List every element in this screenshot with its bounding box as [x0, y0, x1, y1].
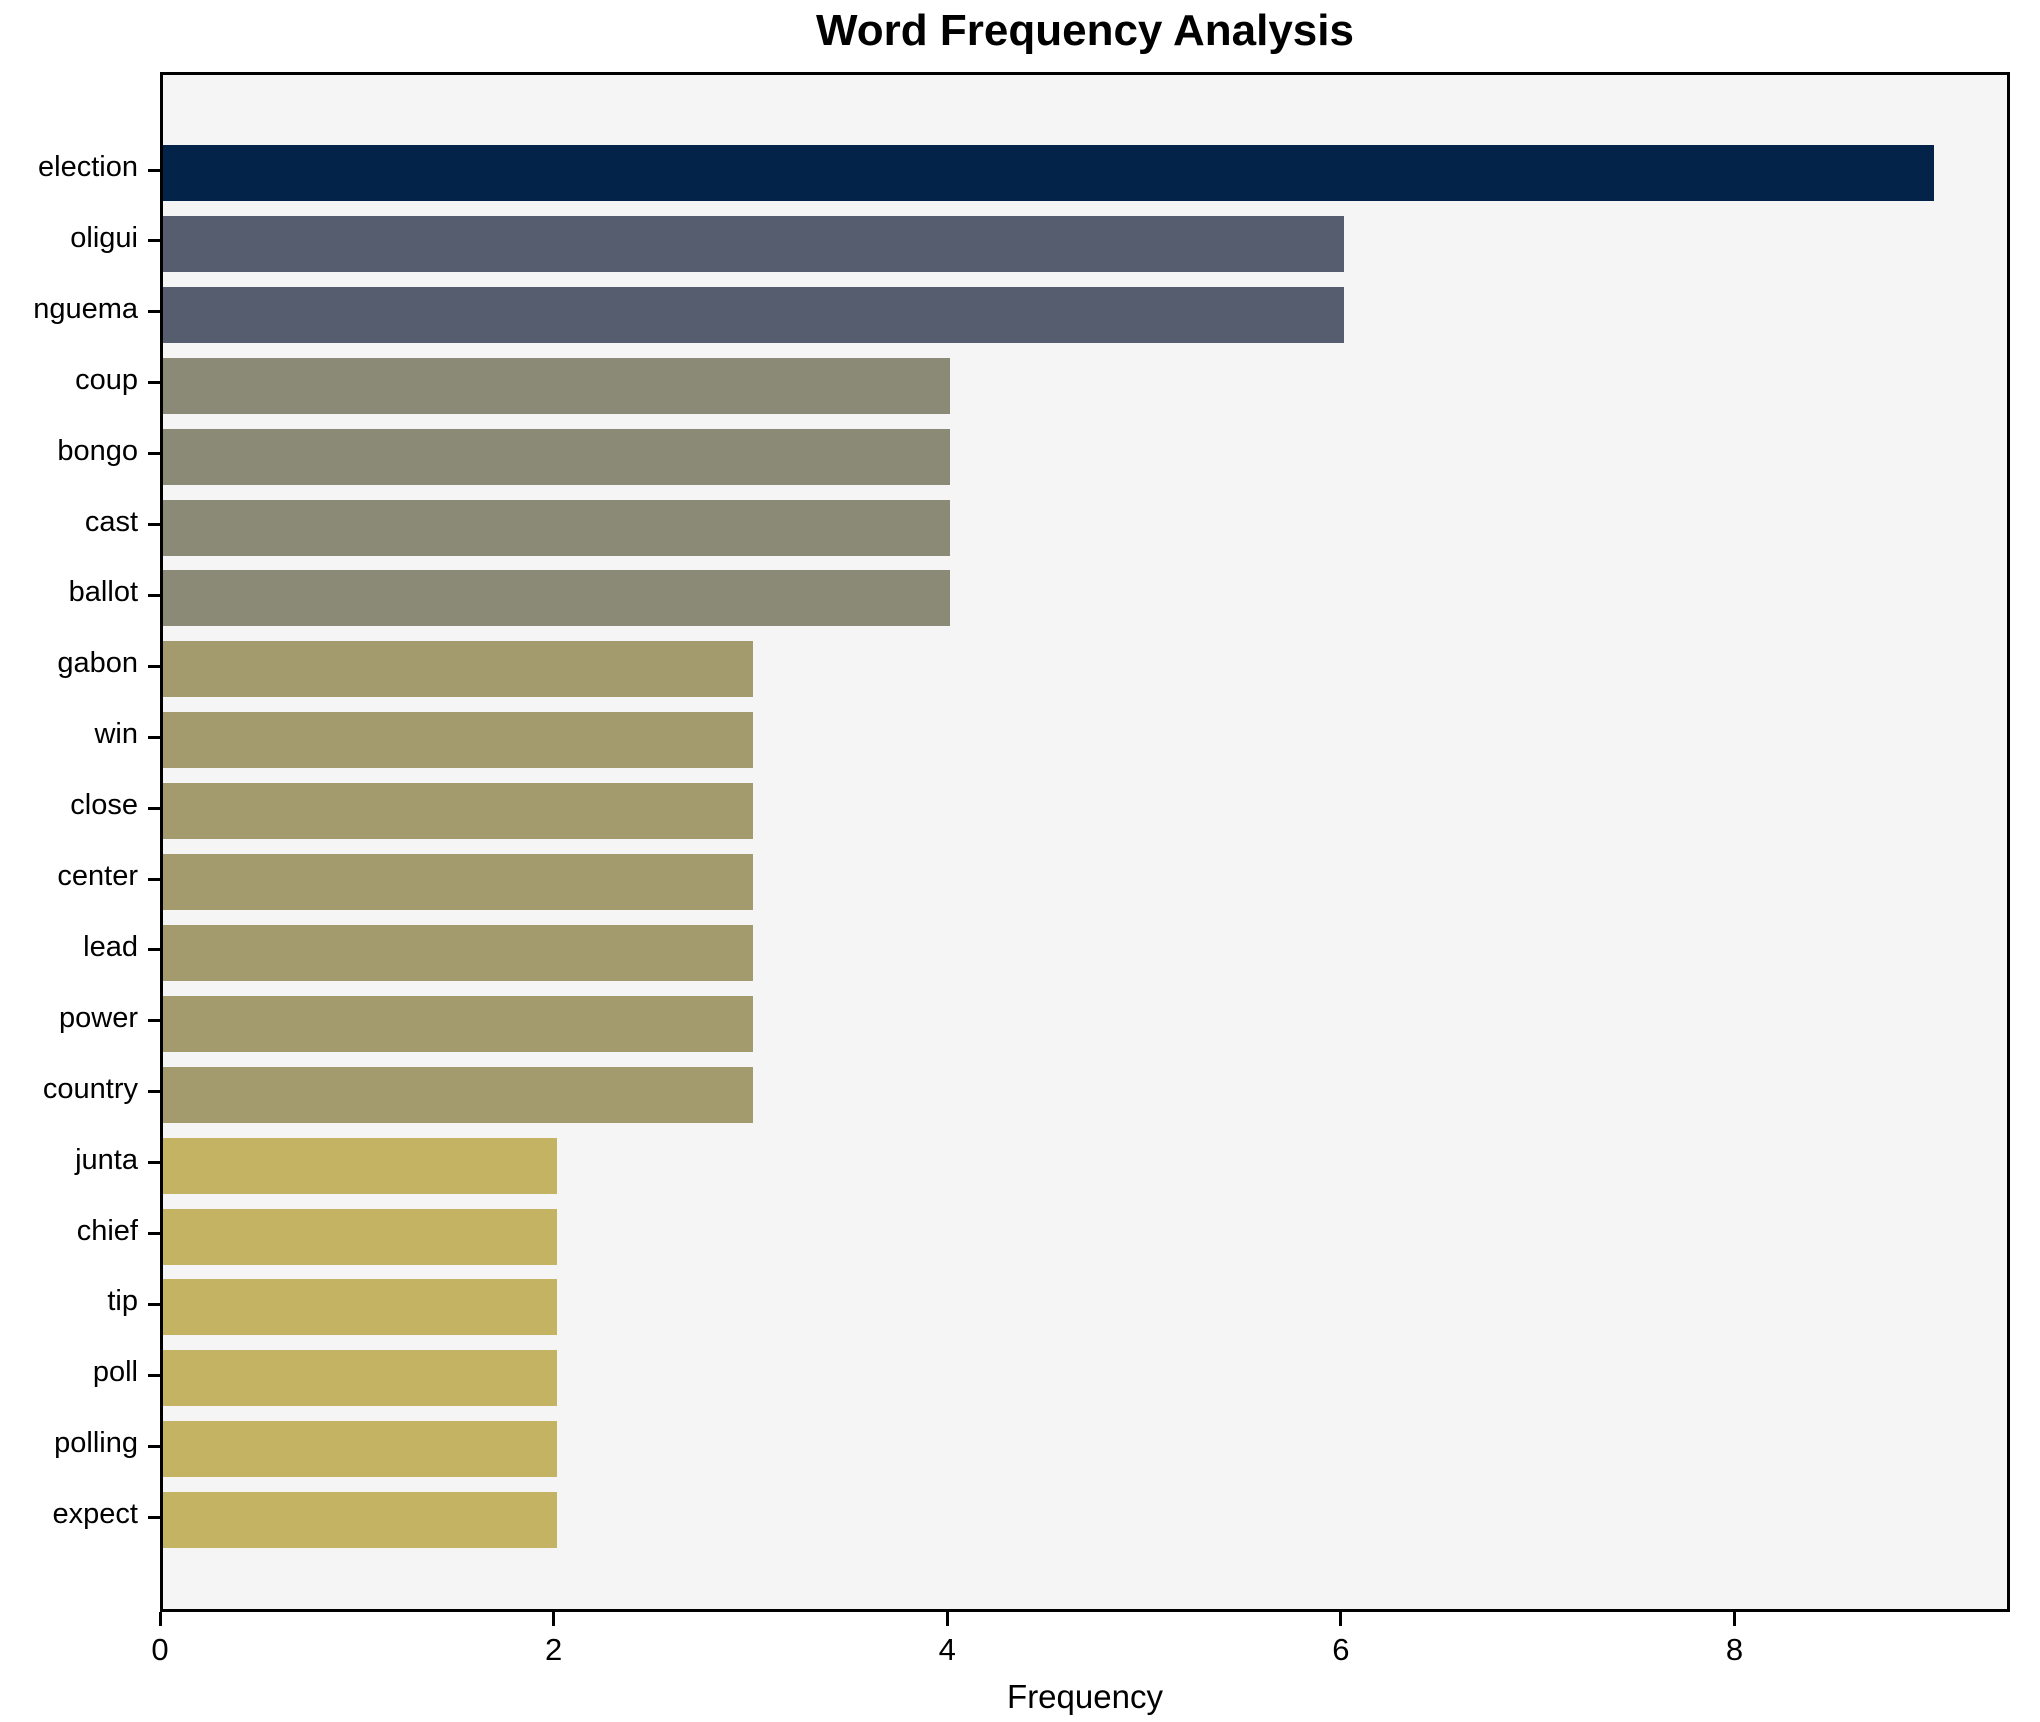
- bar-cast: [163, 499, 951, 556]
- y-tick-mark: [148, 735, 160, 739]
- bar-junta: [163, 1137, 557, 1194]
- x-axis-label: Frequency: [1007, 1678, 1163, 1715]
- bar-nguema: [163, 286, 1344, 343]
- bar-tip: [163, 1279, 557, 1336]
- y-tick-label-power: power: [59, 1001, 138, 1034]
- bar-country: [163, 1066, 754, 1123]
- y-tick-label-tip: tip: [107, 1285, 138, 1318]
- x-tick-label-2: 2: [544, 1632, 563, 1667]
- chart-title: Word Frequency Analysis: [816, 6, 1354, 55]
- y-tick-mark: [148, 1444, 160, 1448]
- y-tick-label-gabon: gabon: [57, 647, 138, 680]
- y-tick-label-chief: chief: [76, 1214, 138, 1247]
- y-tick-mark: [148, 1090, 160, 1094]
- x-tick-mark: [552, 1612, 556, 1626]
- bar-ballot: [163, 570, 951, 627]
- y-tick-label-ballot: ballot: [68, 576, 138, 609]
- y-tick-label-poll: poll: [92, 1356, 138, 1389]
- y-tick-label-coup: coup: [75, 363, 138, 396]
- x-tick-mark: [1339, 1612, 1343, 1626]
- x-tick-label-0: 0: [151, 1632, 169, 1667]
- bar-bongo: [163, 428, 951, 485]
- y-tick-label-expect: expect: [52, 1498, 138, 1531]
- y-tick-label-close: close: [70, 789, 138, 822]
- y-tick-mark: [148, 239, 160, 243]
- x-tick-label-8: 8: [1725, 1632, 1744, 1667]
- y-tick-label-cast: cast: [84, 505, 138, 538]
- y-tick-label-junta: junta: [75, 1143, 138, 1176]
- y-tick-label-win: win: [94, 718, 138, 751]
- y-tick-mark: [148, 452, 160, 456]
- bar-expect: [163, 1492, 557, 1549]
- x-tick-mark: [945, 1612, 949, 1626]
- y-tick-mark: [148, 664, 160, 668]
- y-tick-mark: [148, 1373, 160, 1377]
- plot-area: [160, 72, 2010, 1612]
- y-tick-label-election: election: [38, 151, 138, 183]
- y-tick-label-polling: polling: [54, 1427, 138, 1460]
- y-tick-mark: [148, 806, 160, 810]
- bar-polling: [163, 1421, 557, 1478]
- y-tick-mark: [148, 381, 160, 385]
- bar-close: [163, 783, 754, 840]
- y-tick-label-bongo: bongo: [57, 434, 138, 467]
- bar-lead: [163, 924, 754, 981]
- x-tick-label-6: 6: [1332, 1632, 1350, 1667]
- y-tick-mark: [148, 168, 160, 172]
- y-tick-mark: [148, 1161, 160, 1165]
- x-tick-mark: [158, 1612, 162, 1626]
- bar-win: [163, 712, 754, 769]
- bar-oligui: [163, 215, 1344, 272]
- y-tick-mark: [148, 877, 160, 881]
- y-tick-mark: [148, 1302, 160, 1306]
- bar-power: [163, 995, 754, 1052]
- y-tick-mark: [148, 593, 160, 597]
- x-tick-mark: [1732, 1612, 1736, 1626]
- y-tick-label-nguema: nguema: [33, 292, 138, 325]
- y-tick-mark: [148, 1232, 160, 1235]
- x-tick-label-4: 4: [938, 1632, 956, 1667]
- bar-election: [163, 145, 1935, 201]
- y-tick-mark: [148, 523, 160, 526]
- y-tick-mark: [148, 948, 160, 952]
- y-tick-mark: [148, 1515, 160, 1519]
- bar-chief: [163, 1208, 557, 1265]
- y-tick-label-lead: lead: [83, 930, 138, 963]
- bar-center: [163, 854, 754, 910]
- y-tick-mark: [148, 1019, 160, 1023]
- y-tick-mark: [148, 310, 160, 314]
- y-tick-label-country: country: [42, 1072, 138, 1105]
- y-tick-label-oligui: oligui: [70, 221, 138, 254]
- bar-gabon: [163, 641, 754, 698]
- bar-coup: [163, 357, 951, 414]
- y-tick-label-center: center: [57, 860, 138, 892]
- bar-poll: [163, 1350, 557, 1407]
